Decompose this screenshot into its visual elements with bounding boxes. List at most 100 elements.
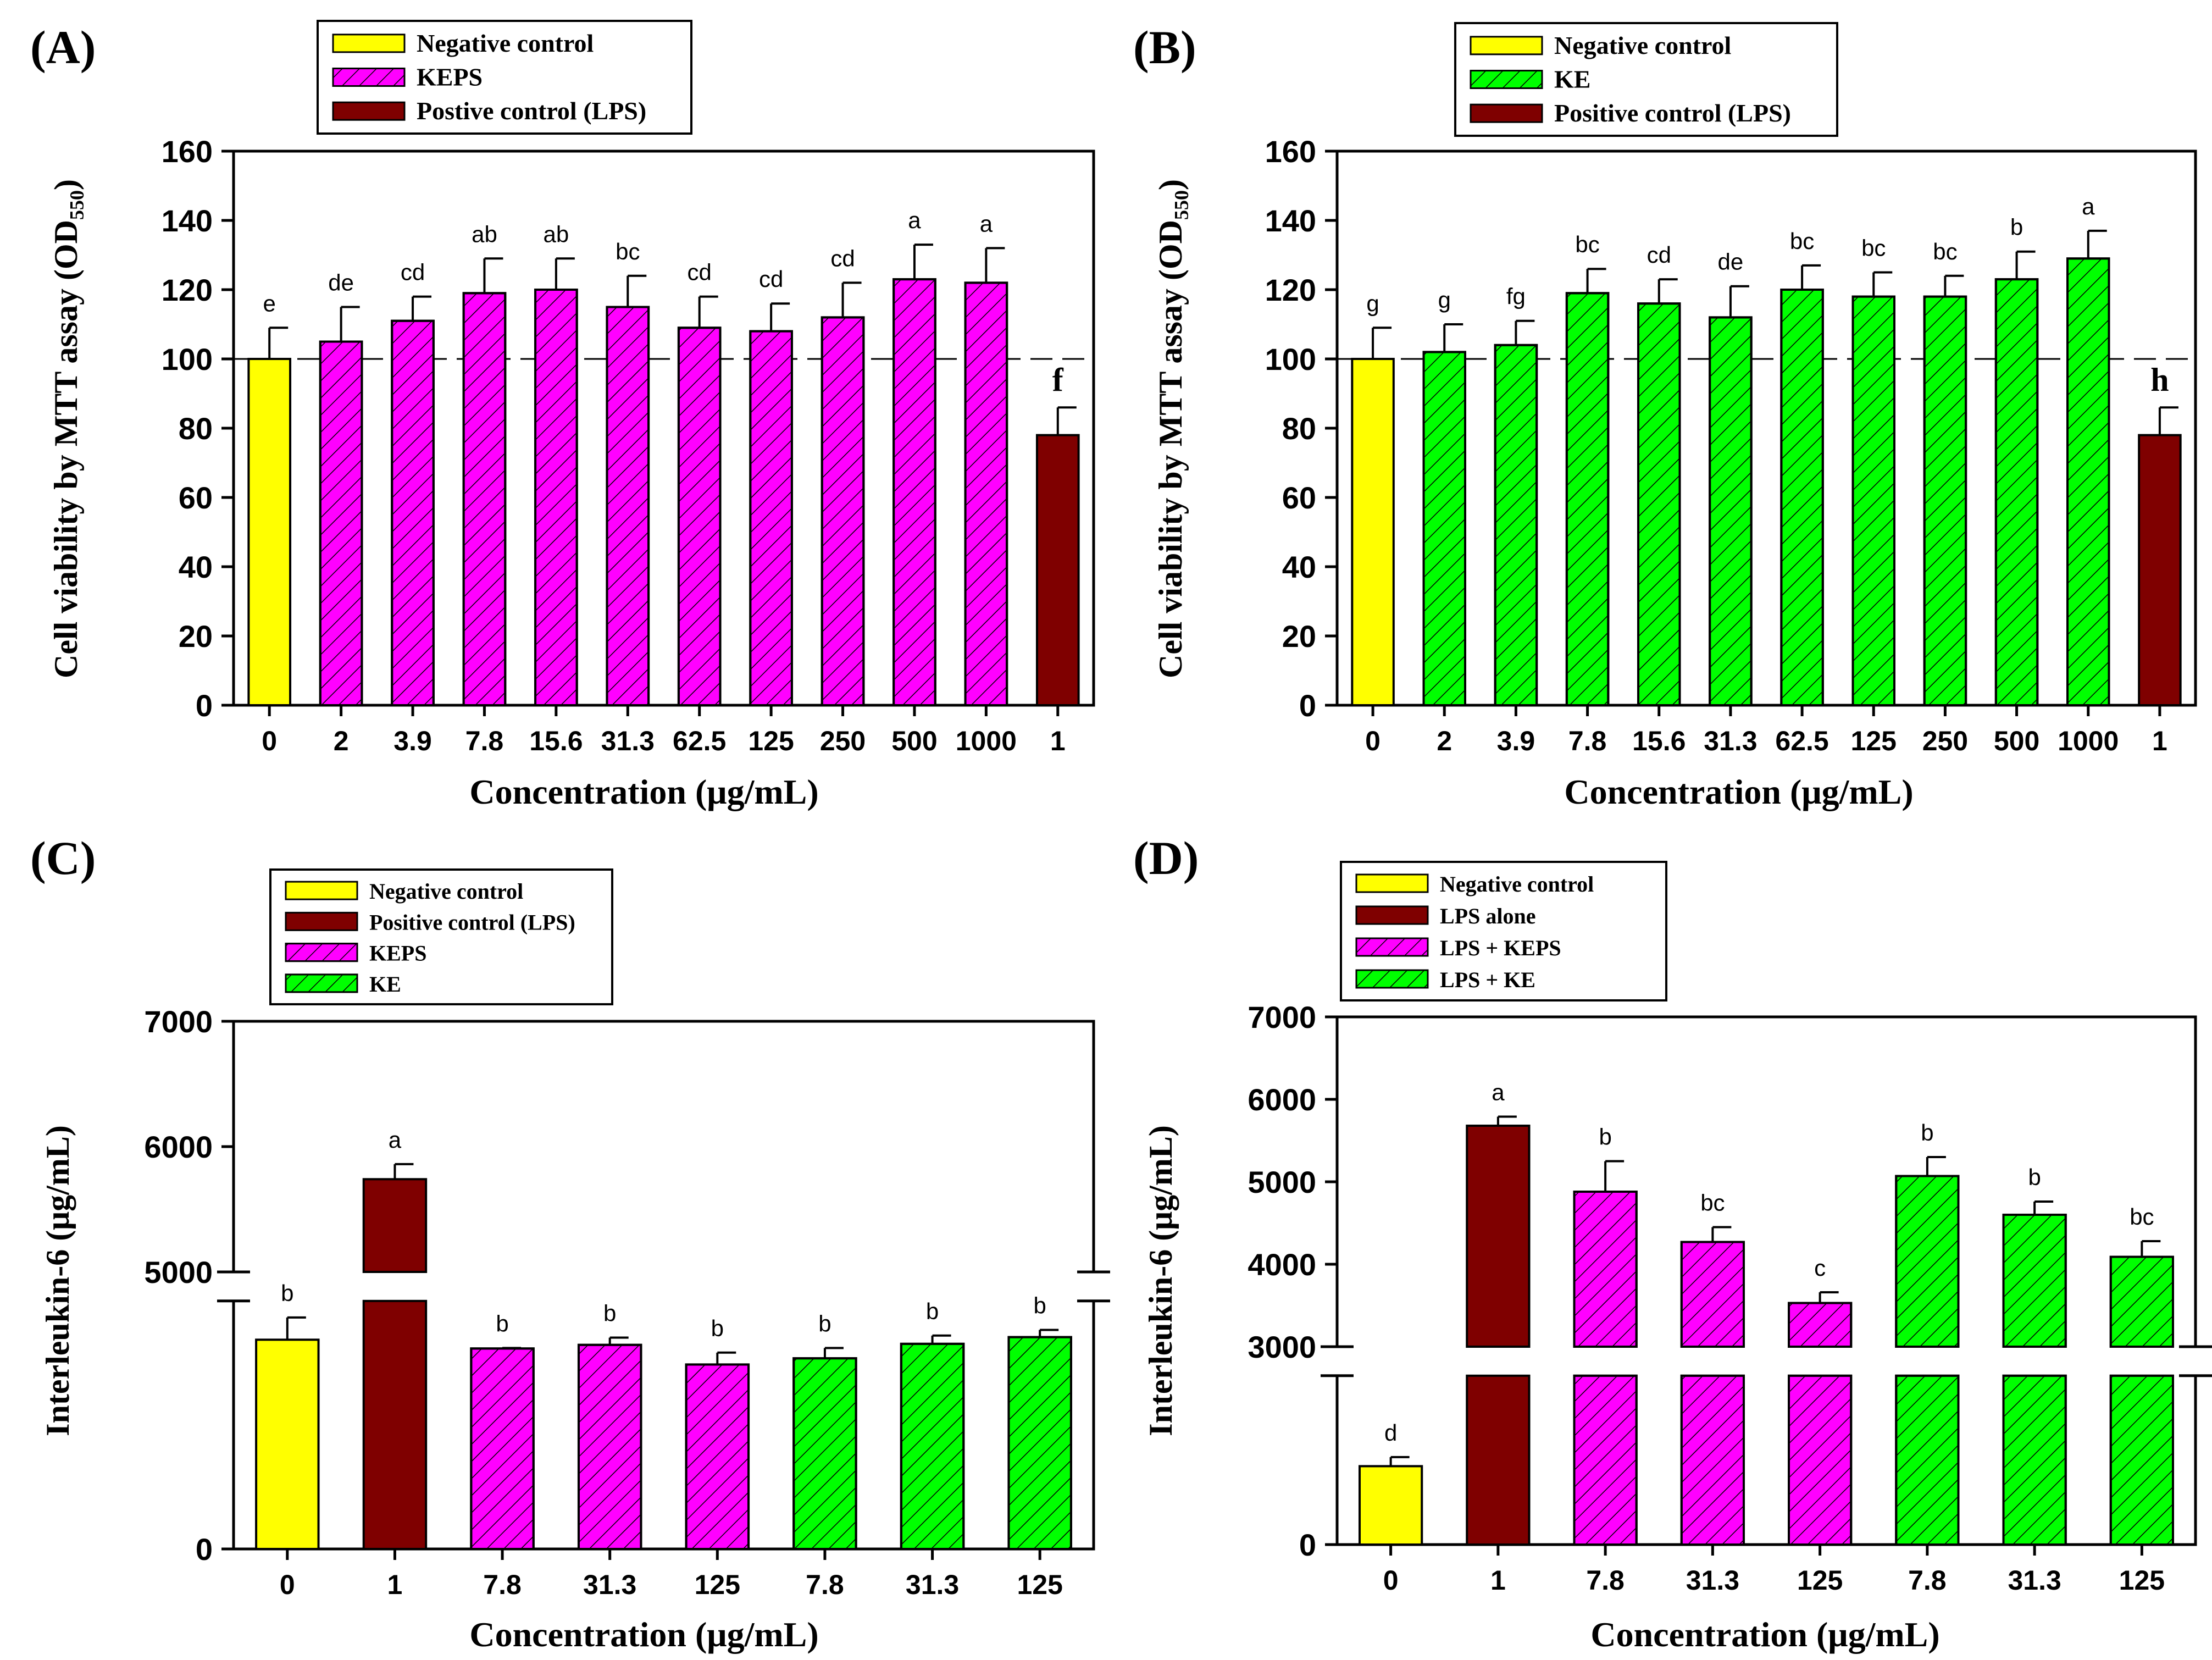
significance-letter: fg [1506, 284, 1526, 309]
x-tick-label: 0 [262, 726, 277, 756]
y-tick-label: 120 [1265, 273, 1316, 307]
bar-hatch [1573, 1191, 1638, 1348]
bar-hatch [1637, 302, 1681, 706]
bar [1359, 1465, 1423, 1546]
y-tick-label: 5000 [1248, 1165, 1316, 1199]
x-tick-label: 7.8 [465, 726, 504, 756]
y-tick-label: 20 [179, 619, 213, 654]
bar-hatch [1895, 1374, 1960, 1546]
x-tick-label: 62.5 [673, 726, 726, 756]
x-tick-label: 500 [891, 726, 937, 756]
legend: Negative control LPS alone LPS + KEPS LPS +… [1340, 861, 1667, 1001]
legend-swatch-hatch [1355, 937, 1429, 957]
x-tick-label: 1000 [2058, 726, 2119, 756]
significance-letter: b [2028, 1164, 2041, 1190]
significance-letter: a [908, 207, 921, 233]
y-tick-label: 5000 [144, 1255, 213, 1290]
x-tick-label: 31.3 [906, 1569, 959, 1600]
significance-letter: f [1052, 362, 1064, 398]
y-tick-label: 100 [162, 342, 213, 377]
legend-label: KE [1554, 65, 1590, 93]
y-tick-label: 120 [162, 273, 213, 307]
bar-hatch [2002, 1214, 2067, 1348]
significance-letter: ab [544, 221, 569, 247]
significance-letter: ab [472, 221, 497, 247]
legend-label: Negative control [417, 29, 594, 57]
significance-letter: e [263, 290, 276, 316]
x-axis-title: Concentration (μg/mL) [469, 772, 818, 811]
bar-hatch [462, 292, 507, 706]
significance-letter: b [1599, 1124, 1611, 1150]
x-tick-label: 15.6 [1632, 726, 1686, 756]
significance-letter: cd [688, 259, 712, 285]
y-tick-label: 0 [196, 1532, 213, 1567]
legend-swatch [1355, 873, 1429, 893]
legend-swatch [1470, 36, 1543, 56]
y-tick-label: 40 [179, 550, 213, 584]
legend: Negative control KE Positive control (LPS) [1454, 22, 1838, 137]
x-tick-label: 7.8 [1568, 726, 1607, 756]
y-tick-label: 80 [179, 411, 213, 446]
y-tick-label: 60 [1282, 480, 1316, 515]
significance-letter: bc [616, 239, 640, 264]
legend-label: Positive control (LPS) [369, 910, 575, 934]
plot-frame-lower [1335, 1375, 2197, 1546]
bar-hatch [900, 1342, 965, 1551]
panel-a: (A) 0 20 40 60 80 100 120 140 160 e 0 de 2 cd 3.9 ab 7.8 a… [30, 20, 1095, 811]
significance-letter: bc [1700, 1190, 1725, 1216]
bar-hatch [577, 1343, 642, 1550]
y-tick-label: 6000 [1248, 1082, 1316, 1117]
panel-label: (C) [30, 832, 96, 884]
y-tick-label: 160 [1265, 134, 1316, 169]
legend: Negative control Positive control (LPS) KE… [269, 868, 613, 1005]
plot-frame-lower [232, 1301, 1095, 1551]
bar-hatch [391, 319, 435, 706]
significance-letter: a [2082, 193, 2095, 219]
x-tick-label: 250 [820, 726, 866, 756]
legend-label: LPS alone [1440, 904, 1535, 928]
y-tick-label: 40 [1282, 550, 1316, 584]
bar-hatch [1788, 1302, 1853, 1348]
axes [217, 1020, 1110, 1551]
bar-hatch [749, 330, 793, 706]
y-tick-label: 0 [196, 688, 213, 723]
bar [1035, 434, 1080, 706]
significance-letter: b [2010, 214, 2023, 240]
significance-letter: b [603, 1301, 616, 1326]
legend-swatch-hatch [332, 68, 406, 87]
y-tick-label: 6000 [144, 1130, 213, 1164]
significance-letter: g [1438, 287, 1451, 313]
x-axis-title: Concentration (μg/mL) [1564, 772, 1913, 811]
bar [247, 358, 292, 706]
bar-hatch [1788, 1374, 1853, 1546]
legend-swatch-hatch [1470, 70, 1543, 89]
legend-swatch [1470, 103, 1543, 123]
x-tick-label: 1 [1050, 726, 1066, 756]
y-tick-label: 7000 [1248, 1000, 1316, 1034]
y-tick-label: 0 [1299, 1528, 1316, 1562]
legend-label: KEPS [417, 63, 483, 91]
x-tick-label: 3.9 [393, 726, 432, 756]
panel-b: (B) 0 20 40 60 80 100 120 140 160 g 0 g 2 fg 3.9 bc 7.8 cd… [1133, 21, 2197, 811]
x-tick-label: 15.6 [529, 726, 583, 756]
x-tick-label: 500 [1994, 726, 2039, 756]
legend-swatch-hatch [285, 973, 358, 993]
x-tick-label: 125 [1851, 726, 1897, 756]
bar-hatch [821, 316, 865, 706]
legend-swatch [285, 911, 358, 931]
legend-label: KE [369, 972, 401, 997]
x-axis-title: Concentration (μg/mL) [1590, 1615, 1939, 1654]
x-tick-label: 62.5 [1775, 726, 1828, 756]
bar-hatch [1494, 344, 1538, 706]
panel-label: (B) [1133, 21, 1196, 74]
bar-hatch [1007, 1336, 1072, 1551]
bar-hatch [319, 340, 363, 706]
significance-letter: bc [1575, 231, 1599, 257]
significance-letter: a [389, 1127, 402, 1153]
significance-letter: de [1718, 249, 1744, 275]
panel-label: (A) [30, 21, 96, 74]
bar-hatch [1851, 295, 1895, 706]
x-tick-label: 0 [1365, 726, 1381, 756]
x-axis-title: Concentration (μg/mL) [469, 1615, 818, 1654]
